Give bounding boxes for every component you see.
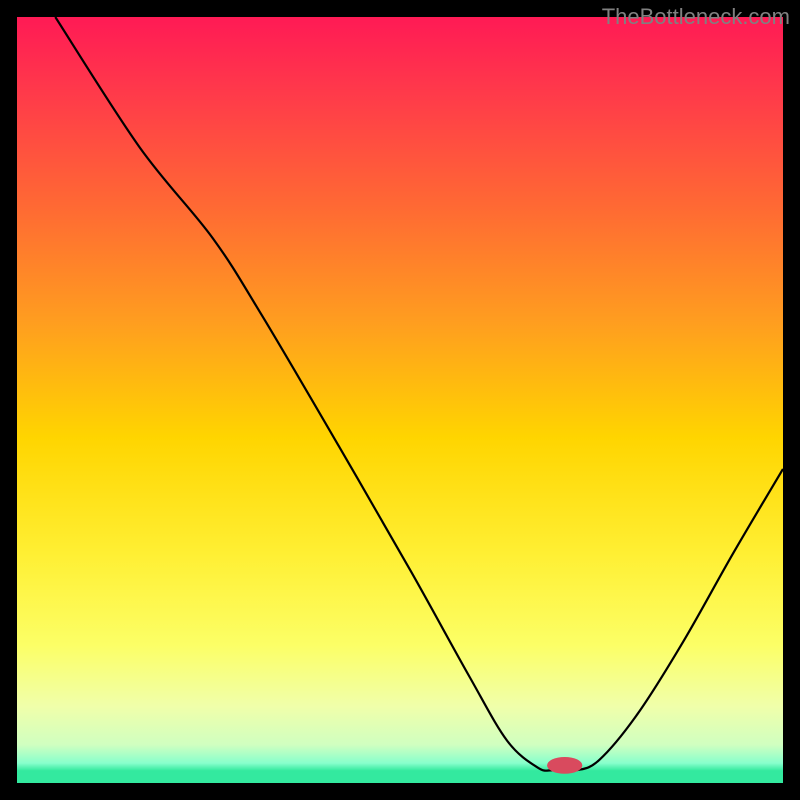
plot-svg xyxy=(17,17,783,783)
watermark-text: TheBottleneck.com xyxy=(602,4,790,30)
chart-container: TheBottleneck.com xyxy=(0,0,800,800)
optimum-marker xyxy=(547,757,582,774)
plot-area xyxy=(17,17,783,783)
